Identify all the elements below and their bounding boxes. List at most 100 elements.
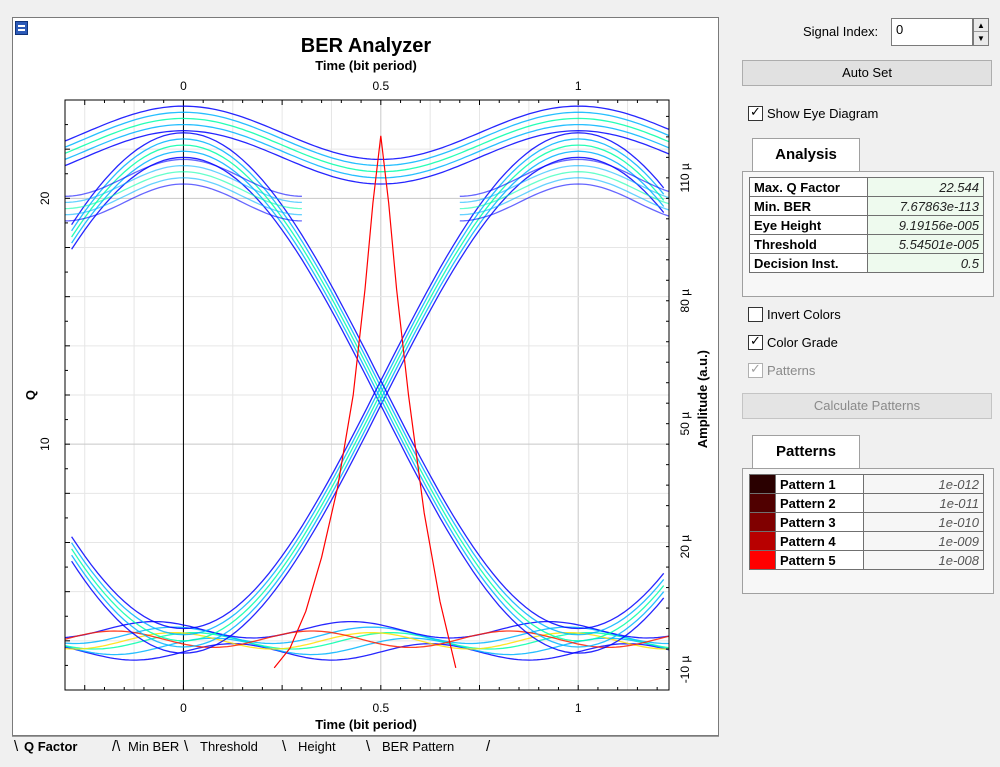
- plot-tab-strip: \ Q Factor /\ Min BER \ Threshold \ Heig…: [12, 736, 719, 758]
- checkbox-box[interactable]: [748, 307, 763, 322]
- patterns-checkbox-label: Patterns: [767, 363, 816, 378]
- eye-trace-one-inner: [459, 171, 670, 210]
- x-tick-label: 0.5: [372, 701, 389, 715]
- eye-trace-falling: [578, 138, 665, 195]
- checkbox-box[interactable]: ✓: [748, 104, 763, 121]
- eye-trace-rising: [578, 578, 665, 636]
- tab-q-factor[interactable]: Q Factor: [24, 739, 78, 754]
- eye-trace-zero-hot: [64, 631, 669, 650]
- x-axis-label: Time (bit period): [315, 717, 417, 732]
- eye-trace-one-inner: [64, 158, 302, 197]
- x-tick-label-top: 0: [180, 79, 187, 93]
- pattern-color-swatch[interactable]: [749, 474, 776, 494]
- analysis-row: Threshold 5.54501e-005: [749, 234, 984, 254]
- pattern-value: 1e-010: [863, 512, 984, 532]
- eye-trace-falling: [71, 554, 184, 648]
- pattern-color-swatch[interactable]: [749, 550, 776, 570]
- ber-plot-frame: BER Analyzer Time (bit period) Time (bit p…: [12, 17, 719, 736]
- eye-trace-zero: [64, 643, 670, 661]
- tab-analysis[interactable]: Analysis: [752, 138, 860, 172]
- tab-threshold[interactable]: Threshold: [200, 739, 258, 754]
- eye-trace-rising: [578, 585, 665, 642]
- eye-trace-one-inner: [64, 177, 302, 216]
- x-tick-label: 0: [180, 701, 187, 715]
- pattern-value: 1e-009: [863, 531, 984, 551]
- analysis-box: Max. Q Factor 22.544 Min. BER 7.67863e-113 E…: [742, 171, 994, 297]
- y-right-tick-label: 20 µ: [678, 535, 692, 559]
- eye-trace-one: [64, 105, 670, 161]
- y-right-tick-label: -10 µ: [678, 656, 692, 684]
- spin-up-icon[interactable]: ▲: [974, 19, 988, 32]
- eye-trace-rising: [71, 156, 184, 250]
- eye-trace-one: [64, 111, 670, 167]
- auto-set-button[interactable]: Auto Set: [742, 60, 992, 86]
- y-right-tick-label: 110 µ: [678, 163, 692, 192]
- checkbox-box[interactable]: ✓: [748, 333, 763, 350]
- analysis-value: 22.544: [867, 177, 984, 197]
- checkbox-box: ✓: [748, 361, 763, 378]
- tab-separator: \: [282, 738, 287, 755]
- x-tick-label-top: 0.5: [372, 79, 389, 93]
- x-tick-label-top: 1: [575, 79, 582, 93]
- tab-separator: \: [14, 738, 19, 755]
- eye-trace-one: [64, 123, 670, 179]
- analysis-row: Max. Q Factor 22.544: [749, 177, 984, 197]
- tab-separator: /: [486, 738, 491, 755]
- tab-height[interactable]: Height: [298, 739, 336, 754]
- signal-index-input[interactable]: 0: [891, 18, 973, 46]
- tab-separator: \: [184, 738, 189, 755]
- analysis-key: Decision Inst.: [749, 253, 868, 273]
- pattern-row: Pattern 3 1e-010: [749, 512, 984, 532]
- pattern-row: Pattern 4 1e-009: [749, 531, 984, 551]
- plot-menu-icon[interactable]: [15, 21, 28, 35]
- analysis-row: Decision Inst. 0.5: [749, 253, 984, 273]
- y-tick-label: 20: [38, 191, 52, 205]
- pattern-value: 1e-008: [863, 550, 984, 570]
- eye-trace-one-inner: [459, 164, 670, 204]
- eye-trace-zero: [64, 637, 670, 656]
- y-right-tick-label: 80 µ: [678, 289, 692, 313]
- spin-down-icon[interactable]: ▼: [977, 34, 985, 43]
- color-grade-label: Color Grade: [767, 335, 838, 350]
- tab-ber-pattern[interactable]: BER Pattern: [382, 739, 455, 754]
- eye-trace-zero-hot: [64, 630, 670, 649]
- tab-patterns[interactable]: Patterns: [752, 435, 860, 469]
- analysis-key: Min. BER: [749, 196, 868, 216]
- chart-title: BER Analyzer: [301, 35, 432, 57]
- tab-min-ber[interactable]: Min BER: [128, 739, 180, 754]
- eye-trace-one-inner: [64, 183, 302, 222]
- eye-trace-zero: [64, 620, 670, 639]
- checkmark-icon: ✓: [750, 333, 761, 348]
- eye-trace-one-inner: [459, 183, 670, 222]
- eye-trace-falling: [183, 150, 579, 648]
- q-factor-line: [273, 135, 457, 669]
- pattern-color-swatch[interactable]: [749, 531, 776, 551]
- analysis-row: Min. BER 7.67863e-113: [749, 196, 984, 216]
- tab-separator: \: [366, 738, 371, 755]
- eye-trace-falling: [183, 138, 579, 636]
- pattern-row: Pattern 2 1e-011: [749, 493, 984, 513]
- eye-trace-falling: [71, 536, 184, 630]
- tab-separator: /\: [112, 738, 121, 755]
- pattern-color-swatch[interactable]: [749, 512, 776, 532]
- eye-trace-rising: [578, 572, 665, 630]
- eye-trace-one: [64, 130, 670, 185]
- checkmark-icon: ✓: [750, 104, 761, 119]
- analysis-value: 0.5: [867, 253, 984, 273]
- analysis-table: Max. Q Factor 22.544 Min. BER 7.67863e-113 E…: [749, 177, 984, 273]
- pattern-name: Pattern 1: [775, 474, 864, 494]
- eye-trace-falling: [183, 144, 579, 642]
- signal-index-spinner[interactable]: ▲ ▼: [973, 18, 989, 46]
- pattern-color-swatch[interactable]: [749, 493, 776, 513]
- y-tick-label: 10: [38, 437, 52, 451]
- y-right-tick-label: 50 µ: [678, 412, 692, 436]
- eye-trace-rising: [578, 591, 665, 648]
- calculate-patterns-button: Calculate Patterns: [742, 393, 992, 419]
- eye-trace-one-inner: [459, 177, 670, 216]
- eye-trace-falling: [183, 132, 579, 630]
- analysis-value: 5.54501e-005: [867, 234, 984, 254]
- x-tick-label: 1: [575, 701, 582, 715]
